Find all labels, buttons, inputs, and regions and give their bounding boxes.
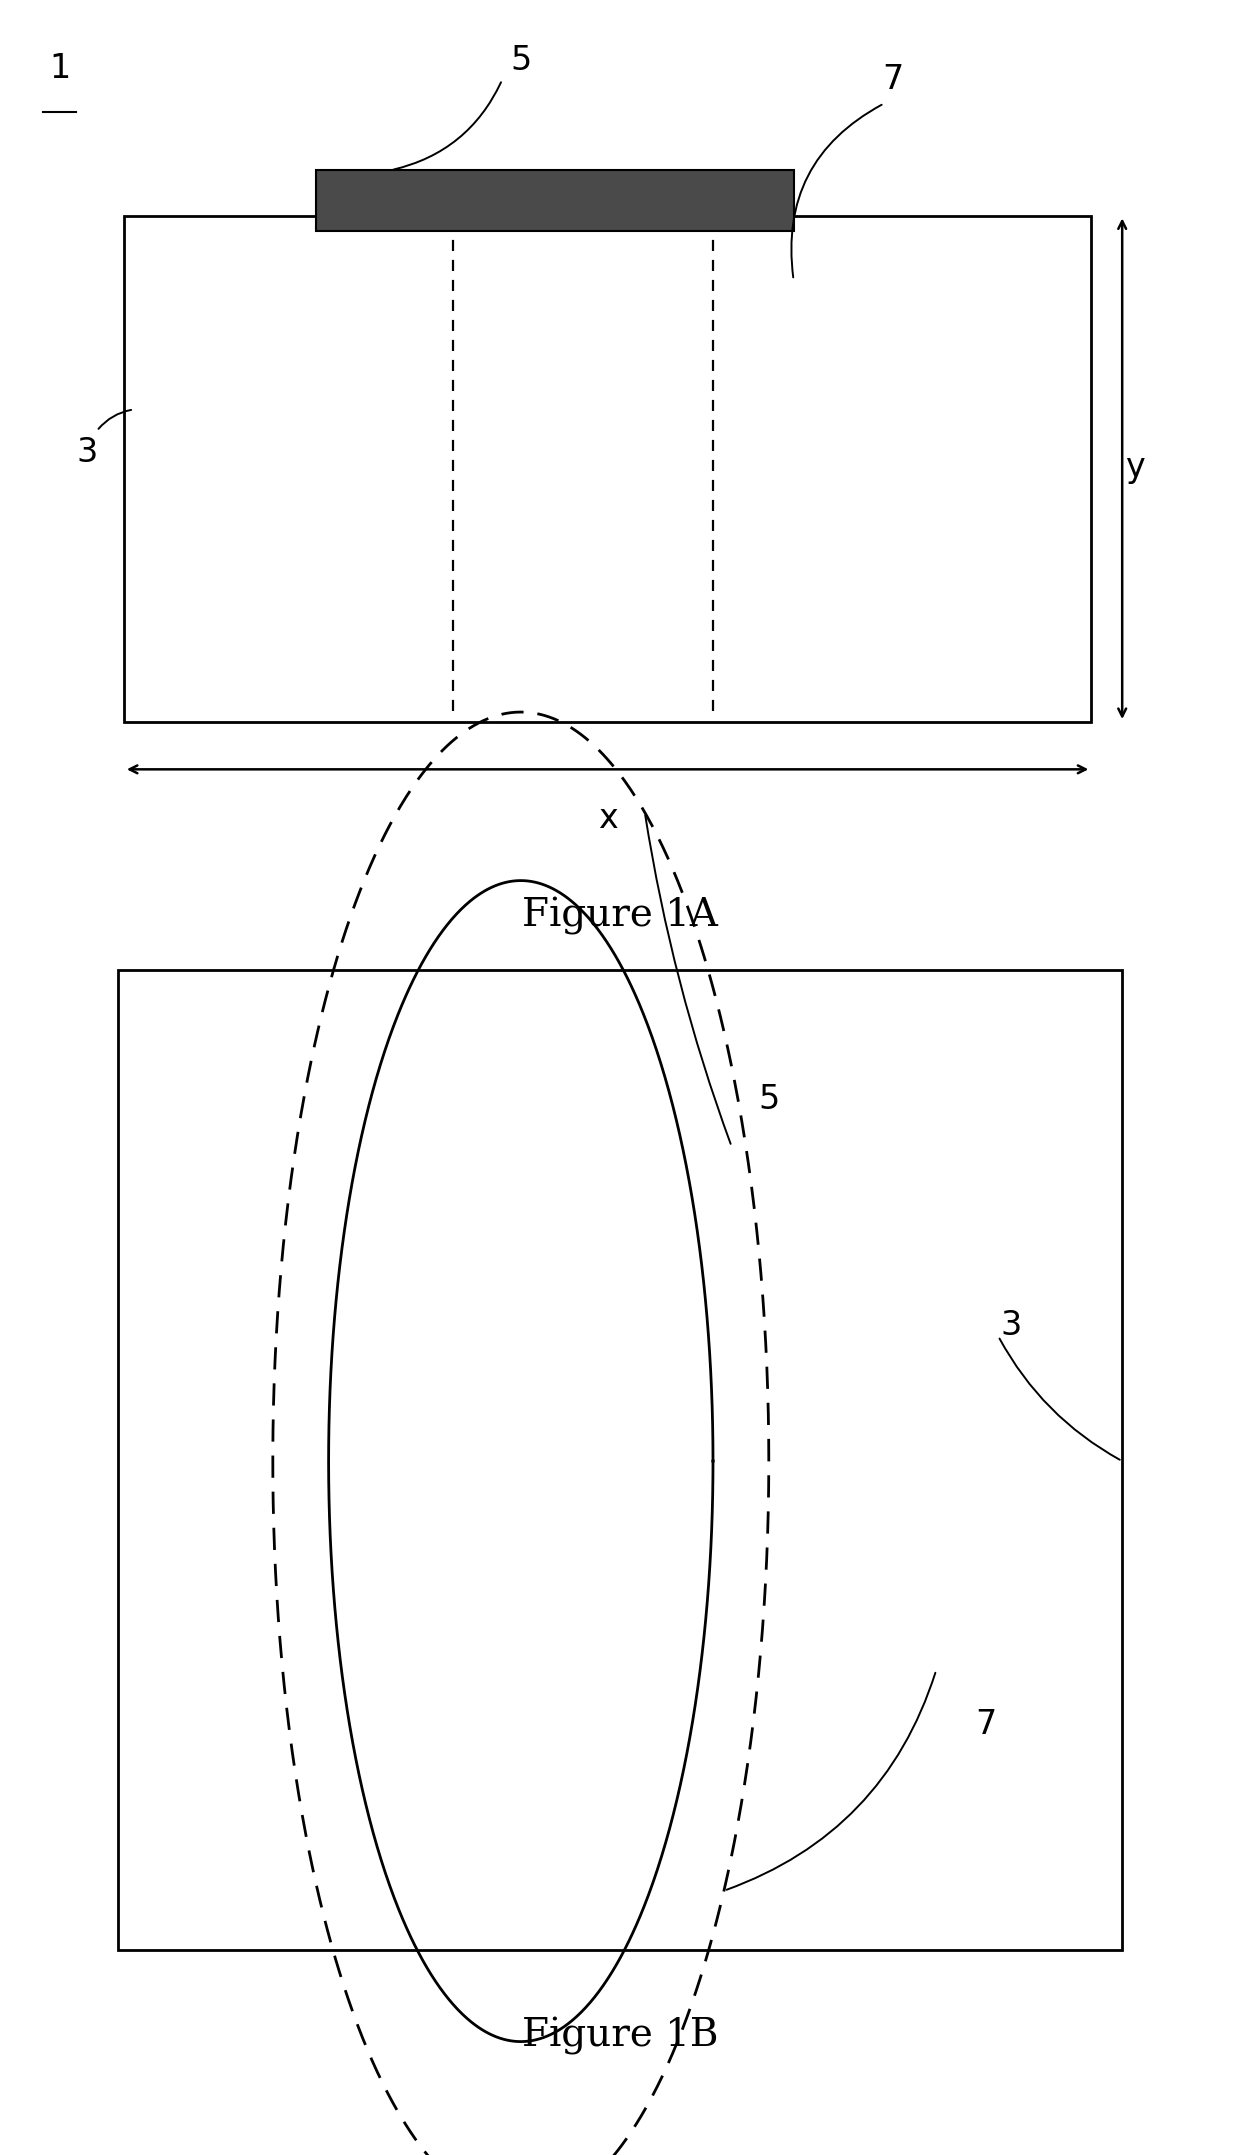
- Bar: [118, 970, 1122, 1950]
- Text: 7: 7: [975, 1707, 997, 1741]
- Text: Figure 1A: Figure 1A: [522, 896, 718, 935]
- Bar: [316, 170, 794, 231]
- Text: 3: 3: [76, 435, 98, 470]
- Text: 1: 1: [48, 52, 71, 86]
- Text: 3: 3: [999, 1308, 1022, 1343]
- Text: 7: 7: [882, 62, 904, 97]
- Bar: [124, 216, 1091, 722]
- Text: 5: 5: [758, 1082, 780, 1116]
- Text: y: y: [1125, 450, 1145, 485]
- Text: Figure 1B: Figure 1B: [522, 2017, 718, 2056]
- Text: 5: 5: [510, 43, 532, 78]
- Text: x: x: [598, 802, 618, 836]
